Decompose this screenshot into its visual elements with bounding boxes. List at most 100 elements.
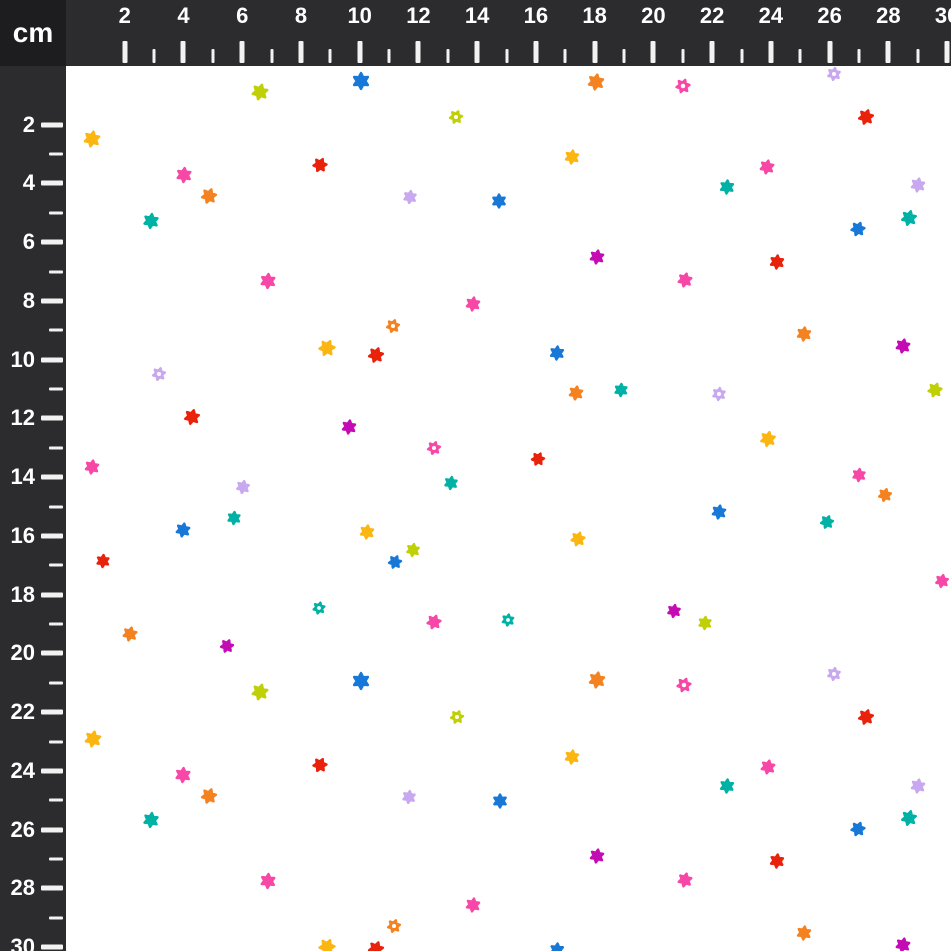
star[interactable] (219, 639, 235, 653)
star[interactable] (312, 601, 326, 615)
star[interactable] (386, 919, 402, 933)
star[interactable] (850, 821, 866, 837)
star[interactable] (406, 542, 420, 558)
star[interactable] (760, 759, 776, 775)
star[interactable] (260, 272, 276, 290)
star[interactable] (711, 504, 727, 520)
star[interactable] (759, 159, 775, 175)
star[interactable] (403, 189, 417, 205)
star[interactable] (901, 210, 917, 226)
star[interactable] (895, 338, 911, 354)
star[interactable] (568, 385, 584, 401)
star[interactable] (852, 467, 866, 483)
star[interactable] (719, 179, 735, 195)
star[interactable] (251, 683, 269, 701)
star[interactable] (426, 441, 442, 455)
star[interactable] (227, 510, 241, 526)
star[interactable] (587, 73, 605, 91)
star[interactable] (83, 130, 101, 148)
star[interactable] (550, 942, 565, 951)
star[interactable] (341, 419, 357, 435)
star[interactable] (901, 810, 917, 826)
star[interactable] (122, 626, 138, 642)
star[interactable] (444, 475, 458, 491)
star[interactable] (564, 149, 580, 165)
star[interactable] (176, 166, 192, 184)
star[interactable] (698, 615, 712, 631)
ruler-tick (885, 41, 891, 63)
star[interactable] (564, 749, 580, 765)
star[interactable] (850, 221, 866, 237)
star[interactable] (589, 848, 605, 864)
star[interactable] (719, 778, 735, 794)
star[interactable] (184, 409, 200, 425)
star[interactable] (200, 788, 218, 804)
star[interactable] (367, 347, 385, 363)
star[interactable] (857, 709, 875, 725)
star[interactable] (667, 603, 681, 619)
star[interactable] (84, 459, 100, 475)
star[interactable] (501, 613, 515, 627)
star[interactable] (387, 555, 403, 569)
star[interactable] (796, 925, 812, 941)
star[interactable] (96, 553, 110, 569)
star[interactable] (910, 778, 926, 794)
star[interactable] (385, 319, 401, 333)
star[interactable] (827, 66, 841, 82)
star[interactable] (895, 937, 911, 951)
star[interactable] (151, 367, 167, 381)
star[interactable] (318, 340, 336, 356)
star[interactable] (426, 614, 442, 630)
star[interactable] (465, 897, 481, 913)
star[interactable] (236, 479, 250, 495)
ruler-label: 14 (10, 464, 35, 490)
star[interactable] (352, 671, 370, 691)
ruler-tick (49, 211, 63, 215)
star[interactable] (677, 272, 693, 288)
star[interactable] (200, 188, 218, 204)
star[interactable] (175, 766, 191, 784)
star[interactable] (760, 430, 776, 448)
star[interactable] (769, 853, 785, 869)
star[interactable] (367, 941, 385, 951)
ruler-label: 4 (22, 170, 35, 196)
star[interactable] (570, 531, 586, 547)
star[interactable] (251, 83, 269, 101)
star[interactable] (857, 109, 875, 125)
star[interactable] (143, 811, 159, 829)
star[interactable] (589, 249, 605, 265)
star[interactable] (175, 522, 191, 538)
star[interactable] (676, 677, 692, 693)
star[interactable] (927, 382, 943, 398)
star[interactable] (819, 515, 835, 529)
star[interactable] (318, 939, 336, 951)
star[interactable] (910, 177, 926, 193)
star[interactable] (878, 488, 892, 502)
star[interactable] (312, 757, 328, 773)
star[interactable] (796, 326, 812, 342)
star[interactable] (530, 452, 546, 466)
star[interactable] (677, 872, 693, 888)
star[interactable] (769, 254, 785, 270)
star[interactable] (352, 71, 370, 91)
star[interactable] (449, 710, 465, 724)
star[interactable] (549, 345, 565, 361)
star[interactable] (827, 666, 841, 682)
drawing-canvas[interactable] (66, 66, 951, 951)
star[interactable] (588, 671, 606, 689)
star[interactable] (935, 573, 949, 589)
star[interactable] (492, 193, 506, 209)
star[interactable] (84, 730, 102, 748)
star[interactable] (260, 872, 276, 890)
star[interactable] (675, 78, 691, 94)
star[interactable] (448, 110, 464, 124)
star[interactable] (465, 296, 481, 312)
star[interactable] (493, 793, 507, 809)
star[interactable] (312, 157, 328, 173)
star[interactable] (614, 382, 628, 398)
star[interactable] (712, 386, 726, 402)
star[interactable] (359, 524, 375, 540)
star[interactable] (143, 212, 159, 230)
star[interactable] (402, 789, 416, 805)
